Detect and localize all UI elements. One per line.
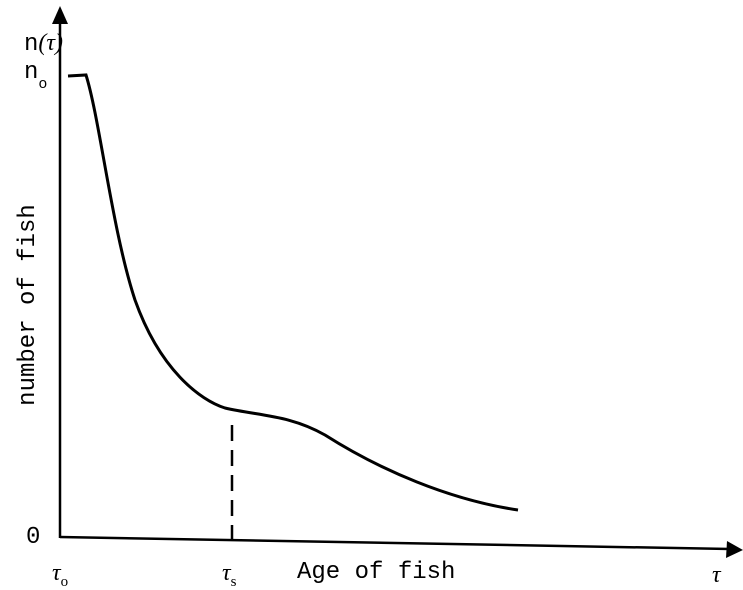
label-symbol: n: [24, 31, 38, 58]
label-symbol: τ: [222, 560, 232, 586]
x-start-label: τo: [52, 560, 68, 590]
y-axis-arrow: [52, 6, 68, 24]
x-mark-label: τs: [222, 560, 237, 590]
x-end-label: τ: [712, 562, 722, 588]
label-subscript: s: [231, 574, 237, 590]
label-symbol: τ: [52, 560, 62, 586]
population-curve: [67, 73, 519, 512]
y-top-label: n(τ): [24, 30, 63, 58]
y-max-label: no: [24, 59, 47, 93]
y-zero-label: 0: [26, 524, 40, 551]
x-axis-arrow: [726, 541, 743, 558]
x-axis: [59, 535, 731, 551]
label-subscript: o: [61, 574, 69, 590]
y-axis-title: number of fish: [15, 204, 42, 406]
x-axis-title: Age of fish: [297, 559, 455, 586]
label-argument: (τ): [38, 30, 63, 56]
label-subscript: o: [38, 76, 47, 93]
label-symbol: n: [24, 59, 38, 86]
